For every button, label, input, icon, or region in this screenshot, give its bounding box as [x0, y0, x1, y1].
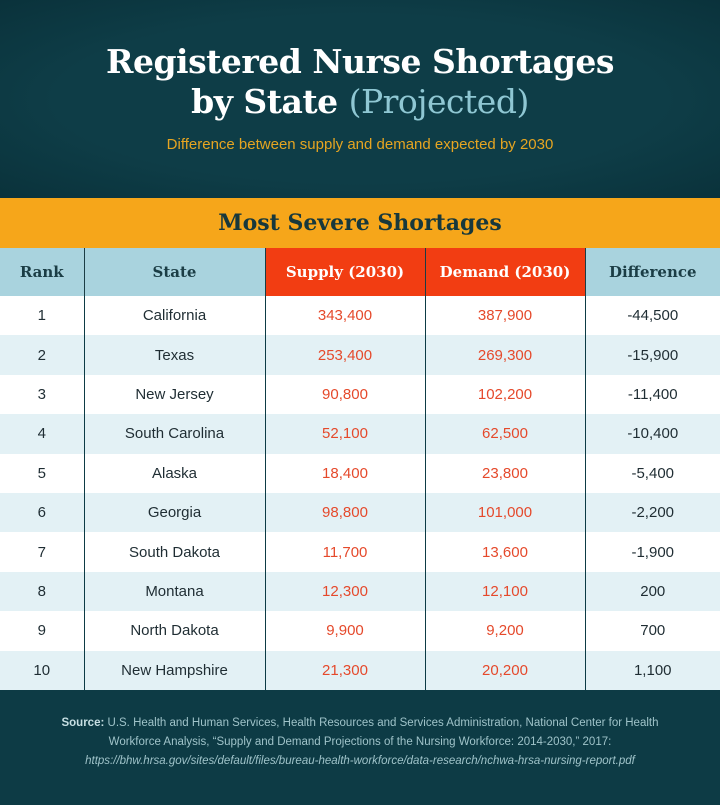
table-cell: 98,800 — [264, 492, 425, 533]
table-cell: California — [83, 296, 265, 336]
table-cell: 9,200 — [424, 611, 585, 651]
column-header: Demand (2030) — [424, 248, 585, 296]
source-note: Source: U.S. Health and Human Services, … — [0, 690, 720, 771]
table-cell: 5 — [0, 453, 84, 493]
table-cell: 7 — [0, 532, 84, 572]
table-cell: 52,100 — [264, 414, 425, 454]
title-highlight: (Projected) — [348, 82, 530, 121]
table-cell: Montana — [83, 571, 265, 612]
table-cell: 343,400 — [264, 296, 425, 336]
table-cell: -10,400 — [584, 414, 720, 454]
table-cell: -2,200 — [584, 492, 720, 533]
table-cell: 6 — [0, 492, 84, 533]
table-cell: 23,800 — [424, 453, 585, 493]
table-cell: North Dakota — [83, 611, 265, 651]
table-cell: 12,100 — [424, 571, 585, 612]
column-header: State — [83, 248, 265, 296]
table-cell: 9,900 — [264, 611, 425, 651]
table-cell: 11,700 — [264, 532, 425, 572]
table-cell: -5,400 — [584, 453, 720, 493]
subtitle: Difference between supply and demand exp… — [166, 136, 554, 153]
table-cell: 1,100 — [584, 650, 720, 690]
table-cell: 20,200 — [424, 650, 585, 690]
table-cell: 18,400 — [264, 453, 425, 493]
table-row: 6 Georgia 98,800 101,000 -2,200 — [0, 492, 720, 533]
table-cell: Texas — [83, 335, 265, 375]
table-cell: 700 — [584, 611, 720, 651]
table-cell: 9 — [0, 611, 84, 651]
table-cell: 21,300 — [264, 650, 425, 690]
section-band: Most Severe Shortages — [0, 198, 720, 248]
table-row: 9 North Dakota 9,900 9,200 700 — [0, 611, 720, 651]
table-cell: -15,900 — [584, 335, 720, 375]
column-header: Supply (2030) — [264, 248, 425, 296]
table-cell: 2 — [0, 335, 84, 375]
table-row: 2 Texas 253,400 269,300 -15,900 — [0, 335, 720, 375]
table-cell: 101,000 — [424, 492, 585, 533]
table-row: 7 South Dakota 11,700 13,600 -1,900 — [0, 532, 720, 572]
table-cell: -1,900 — [584, 532, 720, 572]
table-cell: 90,800 — [264, 374, 425, 415]
table-cell: -44,500 — [584, 296, 720, 336]
header: Registered Nurse Shortages by State (Pro… — [0, 0, 720, 198]
column-header: Difference — [584, 248, 720, 296]
table-row: 8 Montana 12,300 12,100 200 — [0, 571, 720, 612]
table-cell: 387,900 — [424, 296, 585, 336]
column-header: Rank — [0, 248, 84, 296]
table-row: 5 Alaska 18,400 23,800 -5,400 — [0, 453, 720, 493]
table-cell: 1 — [0, 296, 84, 336]
table-cell: 253,400 — [264, 335, 425, 375]
table-row: 4 South Carolina 52,100 62,500 -10,400 — [0, 414, 720, 454]
table-cell: New Hampshire — [83, 650, 265, 690]
table-cell: 102,200 — [424, 374, 585, 415]
table-cell: South Dakota — [83, 532, 265, 572]
table-cell: 12,300 — [264, 571, 425, 612]
table-cell: Georgia — [83, 492, 265, 533]
table-cell: South Carolina — [83, 414, 265, 454]
page-title: Registered Nurse Shortages by State (Pro… — [106, 42, 614, 121]
table-cell: 8 — [0, 571, 84, 612]
table-cell: -11,400 — [584, 374, 720, 415]
source-url[interactable]: https://bhw.hrsa.gov/sites/default/files… — [85, 754, 635, 767]
table-cell: 3 — [0, 374, 84, 415]
table-cell: 62,500 — [424, 414, 585, 454]
table-cell: New Jersey — [83, 374, 265, 415]
table-cell: 200 — [584, 571, 720, 612]
table-row: 3 New Jersey 90,800 102,200 -11,400 — [0, 374, 720, 415]
table-row: 1 California 343,400 387,900 -44,500 — [0, 296, 720, 336]
table-row: 10 New Hampshire 21,300 20,200 1,100 — [0, 650, 720, 690]
table-cell: 4 — [0, 414, 84, 454]
table-cell: 10 — [0, 650, 84, 690]
table-cell: Alaska — [83, 453, 265, 493]
shortage-table: Rank State Supply (2030) Demand (2030) Diffe… — [0, 248, 720, 690]
table-cell: 13,600 — [424, 532, 585, 572]
table-cell: 269,300 — [424, 335, 585, 375]
